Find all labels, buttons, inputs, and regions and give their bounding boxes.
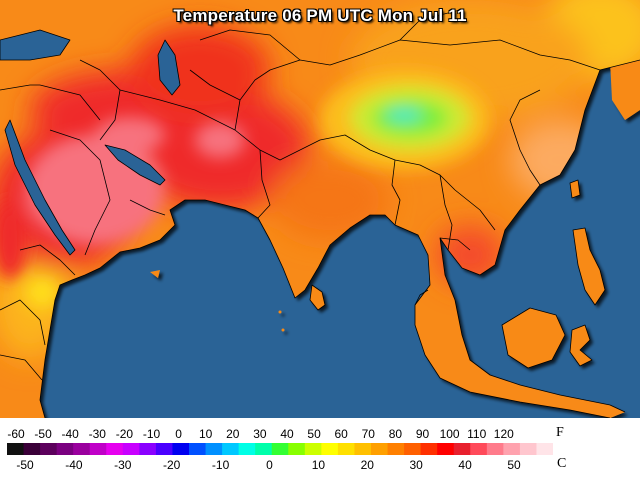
color-scale-swatch: [23, 443, 41, 455]
fahrenheit-tick: 20: [226, 427, 240, 441]
temperature-legend: -60 -50 -40 -30 -20 -10 0 10 20 30 40 50 60 70 80 90 100…: [0, 418, 640, 480]
map-title: Temperature 06 PM UTC Mon Jul 11: [173, 6, 467, 25]
color-scale-swatch: [404, 443, 422, 455]
fahrenheit-unit: F: [556, 425, 564, 440]
color-scale-swatch: [139, 443, 157, 455]
color-scale-swatch: [172, 443, 190, 455]
color-scale-swatch: [470, 443, 488, 455]
fahrenheit-tick: 120: [493, 427, 514, 441]
temperature-map: [0, 0, 640, 418]
celsius-unit: C: [557, 456, 567, 471]
celsius-tick: 30: [409, 458, 423, 472]
country-borders: [0, 9, 640, 418]
color-scale-swatch: [321, 443, 339, 455]
fahrenheit-tick: -50: [34, 427, 52, 441]
celsius-tick: 20: [360, 458, 374, 472]
color-scale-swatch: [486, 443, 504, 455]
fahrenheit-tick: 0: [175, 427, 182, 441]
fahrenheit-tick: -30: [88, 427, 106, 441]
fahrenheit-tick: -10: [142, 427, 161, 441]
celsius-tick: -20: [163, 458, 181, 472]
fahrenheit-tick: 80: [388, 427, 403, 441]
color-scale-swatch: [536, 443, 553, 455]
color-scale-swatch: [222, 443, 240, 455]
celsius-tick: -50: [16, 458, 34, 472]
color-scale-swatch: [106, 443, 124, 455]
fahrenheit-tick: 10: [199, 427, 213, 441]
color-scale-swatch: [354, 443, 372, 455]
celsius-tick: -30: [114, 458, 132, 472]
color-scale-swatch: [519, 443, 538, 455]
fahrenheit-tick: -20: [115, 427, 134, 441]
color-scale-swatch: [122, 443, 140, 455]
color-scale-swatch: [40, 443, 58, 455]
color-scale-swatch: [288, 443, 306, 455]
celsius-tick: -10: [211, 458, 230, 472]
color-scale-swatch: [205, 443, 223, 455]
celsius-tick: 0: [266, 458, 273, 472]
celsius-tick: 10: [311, 458, 326, 472]
color-scale-swatch: [7, 443, 25, 455]
color-scale-swatch: [238, 443, 256, 455]
fahrenheit-tick: 110: [467, 427, 487, 441]
fahrenheit-tick: -40: [61, 427, 79, 441]
celsius-tick: 40: [458, 458, 472, 472]
color-scale-swatch: [503, 443, 521, 455]
color-scale-swatch: [155, 443, 174, 455]
fahrenheit-tick: -60: [7, 427, 25, 441]
fahrenheit-tick: 100: [439, 427, 460, 441]
fahrenheit-tick: 60: [334, 427, 348, 441]
fahrenheit-tick: 50: [307, 427, 321, 441]
fahrenheit-tick: 90: [415, 427, 430, 441]
color-scale-swatch: [189, 443, 207, 455]
color-scale-bar: [7, 443, 553, 455]
color-scale-swatch: [271, 443, 289, 455]
color-scale-swatch: [255, 443, 273, 455]
fahrenheit-tick: 40: [280, 427, 294, 441]
color-scale-swatch: [337, 443, 356, 455]
fahrenheit-tick: 30: [253, 427, 267, 441]
color-scale-swatch: [420, 443, 438, 455]
color-scale-swatch: [437, 443, 455, 455]
color-scale-swatch: [73, 443, 91, 455]
color-scale-swatch: [387, 443, 405, 455]
color-scale-swatch: [453, 443, 471, 455]
celsius-tick: 50: [507, 458, 521, 472]
color-scale-swatch: [56, 443, 74, 455]
color-scale-swatch: [304, 443, 322, 455]
fahrenheit-tick: 70: [361, 427, 375, 441]
color-scale-swatch: [371, 443, 389, 455]
color-scale-swatch: [89, 443, 107, 455]
celsius-tick: -40: [65, 458, 83, 472]
